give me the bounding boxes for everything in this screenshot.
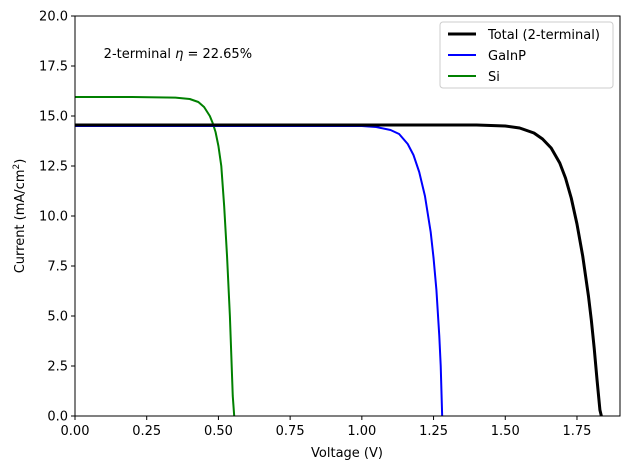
series-line-gainp bbox=[75, 125, 444, 416]
series-line-si bbox=[75, 96, 236, 416]
series-layer bbox=[75, 96, 603, 416]
efficiency-annotation: 2-terminal η = 22.65% bbox=[104, 47, 252, 62]
legend-box bbox=[439, 21, 614, 89]
x-tick-label: 1.00 bbox=[347, 424, 376, 439]
x-tick-label: 0.75 bbox=[276, 424, 305, 439]
series-line-total-2-terminal bbox=[75, 123, 603, 416]
y-tick-label: 5.0 bbox=[47, 310, 68, 325]
legend-label-total: Total (2-terminal) bbox=[487, 28, 600, 43]
y-tick-label: 10.0 bbox=[39, 210, 68, 225]
x-tick-label: 0.25 bbox=[132, 424, 161, 439]
y-axis: 0.0 2.5 5.0 7.5 10.0 12.5 15.0 17.5 20.0 bbox=[39, 10, 75, 425]
legend-label-gainp: GaInP bbox=[488, 49, 526, 64]
y-tick-label: 15.0 bbox=[39, 110, 68, 125]
y-tick-label: 0.0 bbox=[47, 410, 68, 425]
y-tick-label: 20.0 bbox=[39, 10, 68, 25]
y-axis-label: Current (mA/cm2) bbox=[12, 159, 28, 274]
y-tick-label: 12.5 bbox=[39, 160, 68, 175]
x-tick-label: 0.50 bbox=[204, 424, 233, 439]
x-tick-label: 1.25 bbox=[419, 424, 448, 439]
y-tick-label: 2.5 bbox=[47, 360, 68, 375]
x-axis: 0.00 0.25 0.50 0.75 1.00 1.25 1.50 1.75 bbox=[61, 416, 591, 439]
y-tick-label: 7.5 bbox=[47, 260, 68, 275]
legend-label-si: Si bbox=[488, 70, 500, 85]
x-tick-label: 1.75 bbox=[562, 424, 591, 439]
x-tick-label: 0.00 bbox=[61, 424, 90, 439]
x-axis-label: Voltage (V) bbox=[311, 446, 383, 461]
y-tick-label: 17.5 bbox=[39, 60, 68, 75]
legend: Total (2-terminal) GaInP Si bbox=[439, 21, 614, 89]
x-tick-label: 1.50 bbox=[491, 424, 520, 439]
